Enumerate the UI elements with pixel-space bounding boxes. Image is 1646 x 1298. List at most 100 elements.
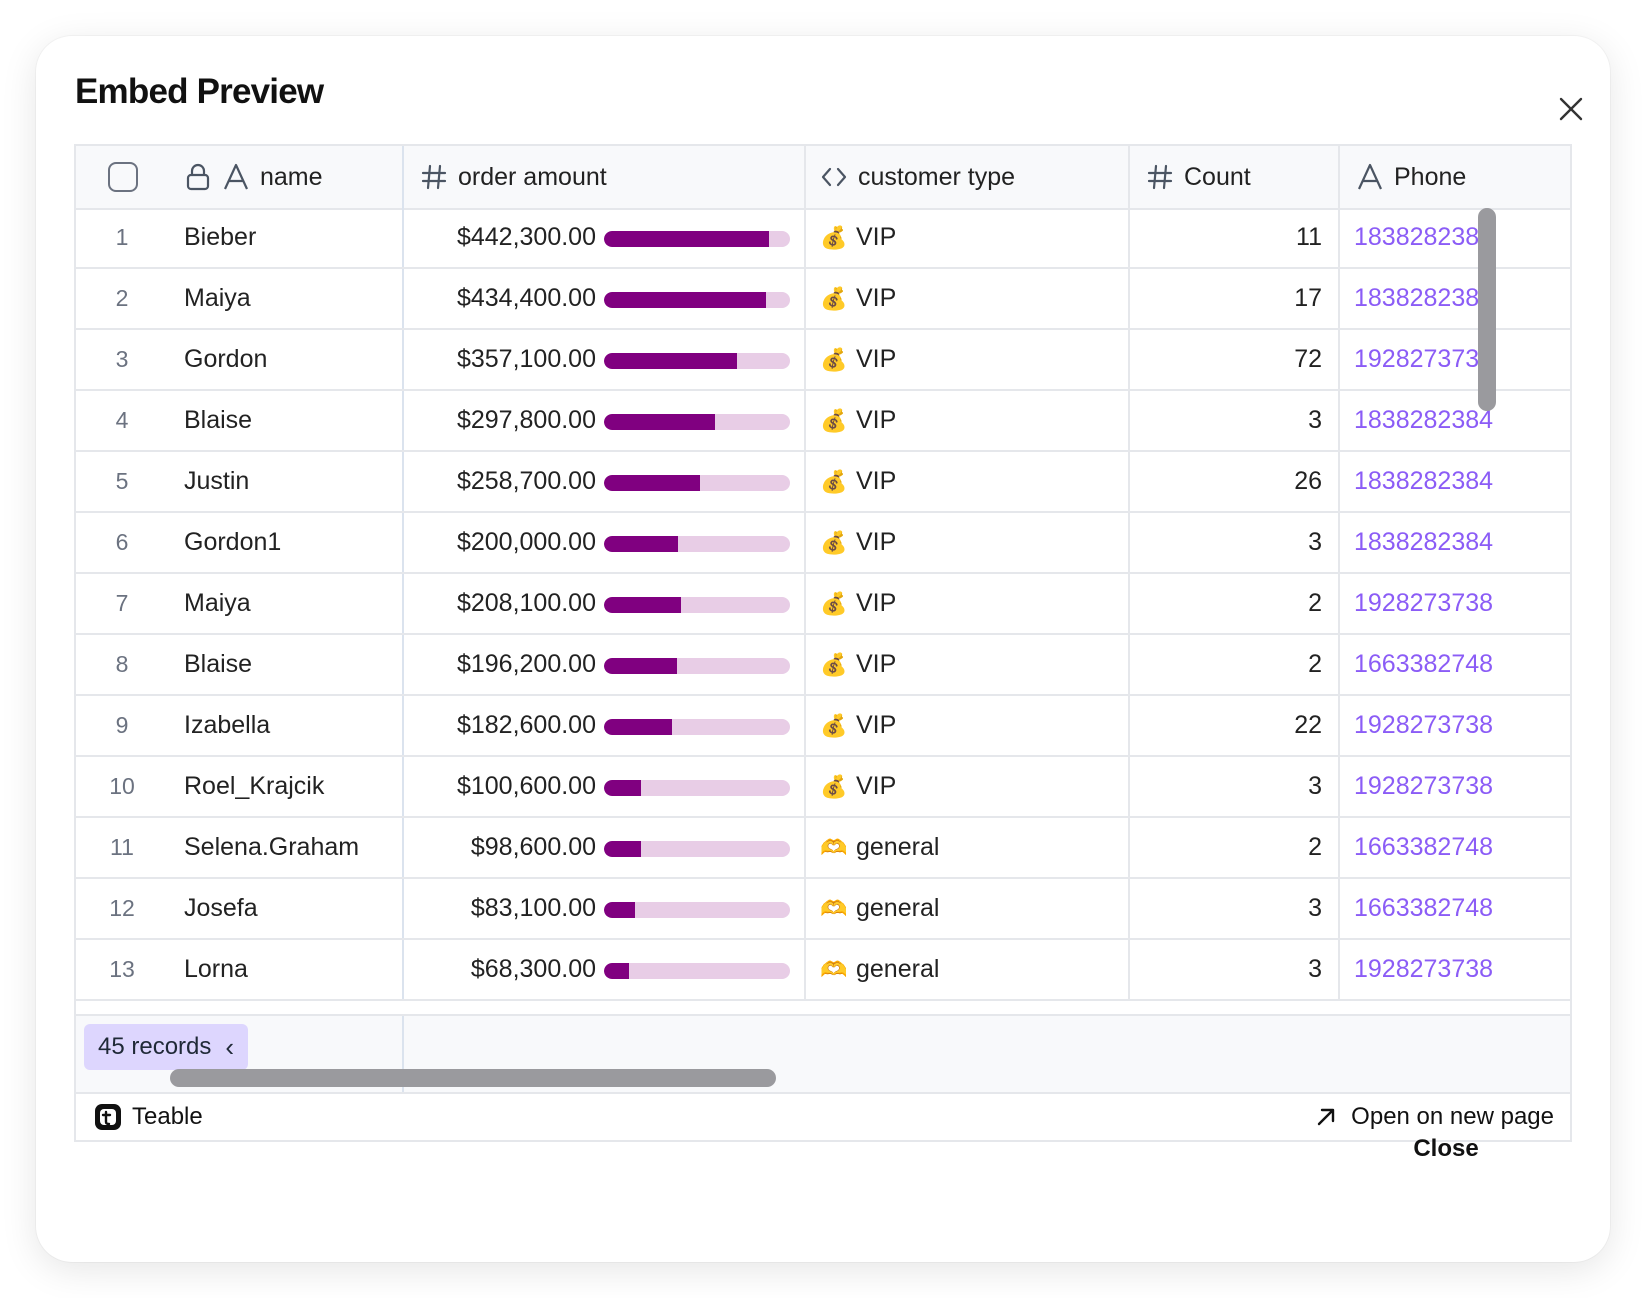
order-amount-cell[interactable]: $196,200.00 (456, 650, 596, 678)
customer-type-icon: 💰 (820, 529, 848, 555)
order-amount-cell[interactable]: $200,000.00 (456, 528, 596, 556)
order-amount-bar (604, 474, 790, 491)
customer-type-cell[interactable]: 🫶 general (820, 818, 1120, 877)
customer-type-cell[interactable]: 💰 VIP (820, 574, 1120, 633)
phone-cell[interactable]: 1838282384 (1354, 223, 1494, 251)
phone-cell[interactable]: 1838282384 (1354, 467, 1494, 495)
column-header-count[interactable]: Count (1146, 146, 1336, 208)
count-cell[interactable]: 3 (1308, 955, 1322, 983)
name-cell[interactable]: Maiya (184, 589, 251, 617)
order-amount-bar-fill (604, 535, 679, 552)
name-cell[interactable]: Blaise (184, 650, 253, 678)
phone-cell[interactable]: 1928273738 (1354, 772, 1494, 800)
column-header-phone[interactable]: Phone (1356, 146, 1570, 208)
name-cell[interactable]: Justin (184, 467, 250, 495)
name-cell[interactable]: Blaise (184, 406, 253, 434)
order-amount-cell[interactable]: $297,800.00 (456, 406, 596, 434)
order-amount-cell[interactable]: $83,100.00 (470, 894, 596, 922)
order-amount-cell[interactable]: $98,600.00 (470, 833, 596, 861)
table-row[interactable]: 6 Gordon1 $200,000.00 💰 VIP 3 1838282384 (76, 513, 1570, 574)
count-cell[interactable]: 2 (1308, 833, 1322, 861)
name-cell[interactable]: Selena.Graham (184, 833, 360, 861)
order-amount-cell[interactable]: $357,100.00 (456, 345, 596, 373)
phone-cell[interactable]: 1663382748 (1354, 894, 1494, 922)
phone-cell[interactable]: 1663382748 (1354, 833, 1494, 861)
table-row[interactable]: 8 Blaise $196,200.00 💰 VIP 2 1663382748 (76, 635, 1570, 696)
phone-cell[interactable]: 1928273738 (1354, 345, 1494, 373)
close-button[interactable]: Close (1413, 1135, 1479, 1162)
name-cell[interactable]: Gordon (184, 345, 268, 373)
order-amount-cell[interactable]: $68,300.00 (470, 955, 596, 983)
customer-type-cell[interactable]: 💰 VIP (820, 757, 1120, 816)
count-cell[interactable]: 3 (1308, 894, 1322, 922)
column-header-order-amount[interactable]: order amount (420, 146, 800, 208)
name-cell[interactable]: Gordon1 (184, 528, 282, 556)
count-cell[interactable]: 72 (1294, 345, 1322, 373)
phone-cell[interactable]: 1838282384 (1354, 406, 1494, 434)
customer-type-cell[interactable]: 💰 VIP (820, 208, 1120, 267)
table-row[interactable]: 4 Blaise $297,800.00 💰 VIP 3 1838282384 (76, 391, 1570, 452)
order-amount-cell[interactable]: $442,300.00 (456, 223, 596, 251)
records-count-badge[interactable]: 45 records ‹ (84, 1024, 249, 1070)
order-amount-cell[interactable]: $434,400.00 (456, 284, 596, 312)
close-icon[interactable] (1556, 94, 1586, 124)
teable-brand[interactable]: Teable (94, 1103, 203, 1131)
name-cell[interactable]: Roel_Krajcik (184, 772, 325, 800)
customer-type-cell[interactable]: 💰 VIP (820, 330, 1120, 389)
table-row[interactable]: 9 Izabella $182,600.00 💰 VIP 22 1928273738 (76, 696, 1570, 757)
phone-cell[interactable]: 1928273738 (1354, 955, 1494, 983)
phone-cell[interactable]: 1928273738 (1354, 589, 1494, 617)
name-cell[interactable]: Lorna (184, 955, 248, 983)
column-header-customer-type[interactable]: customer type (820, 146, 1120, 208)
phone-cell[interactable]: 1838282384 (1354, 528, 1494, 556)
phone-cell[interactable]: 1838282384 (1354, 284, 1494, 312)
row-number: 6 (115, 529, 129, 555)
table-row[interactable]: 5 Justin $258,700.00 💰 VIP 26 1838282384 (76, 452, 1570, 513)
count-cell[interactable]: 26 (1294, 467, 1322, 495)
customer-type-cell[interactable]: 🫶 general (820, 940, 1120, 999)
count-cell[interactable]: 2 (1308, 589, 1322, 617)
row-number: 13 (109, 956, 135, 982)
customer-type-label: VIP (856, 772, 897, 800)
open-on-new-page-link[interactable]: Open on new page (1315, 1103, 1554, 1131)
vertical-scrollbar[interactable] (1478, 208, 1496, 411)
table-row[interactable]: 12 Josefa $83,100.00 🫶 general 3 1663382748 (76, 879, 1570, 940)
order-amount-cell[interactable]: $100,600.00 (456, 772, 596, 800)
select-all-checkbox[interactable] (108, 146, 142, 208)
table-row[interactable]: 1 Bieber $442,300.00 💰 VIP 11 1838282384 (76, 208, 1570, 269)
phone-cell[interactable]: 1928273738 (1354, 711, 1494, 739)
customer-type-cell[interactable]: 🫶 general (820, 879, 1120, 938)
customer-type-cell[interactable]: 💰 VIP (820, 513, 1120, 572)
count-cell[interactable]: 3 (1308, 528, 1322, 556)
number-icon (1147, 164, 1173, 190)
table-row[interactable]: 3 Gordon $357,100.00 💰 VIP 72 1928273738 (76, 330, 1570, 391)
count-cell[interactable]: 17 (1294, 284, 1322, 312)
table-row[interactable]: 10 Roel_Krajcik $100,600.00 💰 VIP 3 1928273738 (76, 757, 1570, 818)
count-cell[interactable]: 11 (1296, 223, 1322, 251)
name-cell[interactable]: Josefa (184, 894, 258, 922)
customer-type-cell[interactable]: 💰 VIP (820, 391, 1120, 450)
order-amount-cell[interactable]: $182,600.00 (456, 711, 596, 739)
data-grid: name order amount customer type (76, 146, 1570, 1014)
count-cell[interactable]: 3 (1308, 772, 1322, 800)
name-cell[interactable]: Izabella (184, 711, 271, 739)
customer-type-cell[interactable]: 💰 VIP (820, 635, 1120, 694)
table-row[interactable]: 7 Maiya $208,100.00 💰 VIP 2 1928273738 (76, 574, 1570, 635)
table-row[interactable]: 2 Maiya $434,400.00 💰 VIP 17 1838282384 (76, 269, 1570, 330)
order-amount-cell[interactable]: $258,700.00 (456, 467, 596, 495)
text-icon (1358, 163, 1382, 190)
phone-cell[interactable]: 1663382748 (1354, 650, 1494, 678)
column-header-name[interactable]: name (184, 146, 404, 208)
table-row[interactable]: 13 Lorna $68,300.00 🫶 general 3 1928273738 (76, 940, 1570, 1001)
order-amount-cell[interactable]: $208,100.00 (456, 589, 596, 617)
count-cell[interactable]: 3 (1308, 406, 1322, 434)
count-cell[interactable]: 22 (1294, 711, 1322, 739)
name-cell[interactable]: Bieber (184, 223, 257, 251)
customer-type-cell[interactable]: 💰 VIP (820, 452, 1120, 511)
customer-type-cell[interactable]: 💰 VIP (820, 696, 1120, 755)
horizontal-scrollbar[interactable] (170, 1069, 776, 1087)
table-row[interactable]: 11 Selena.Graham $98,600.00 🫶 general 2 166338… (76, 818, 1570, 879)
customer-type-cell[interactable]: 💰 VIP (820, 269, 1120, 328)
name-cell[interactable]: Maiya (184, 284, 251, 312)
count-cell[interactable]: 2 (1308, 650, 1322, 678)
